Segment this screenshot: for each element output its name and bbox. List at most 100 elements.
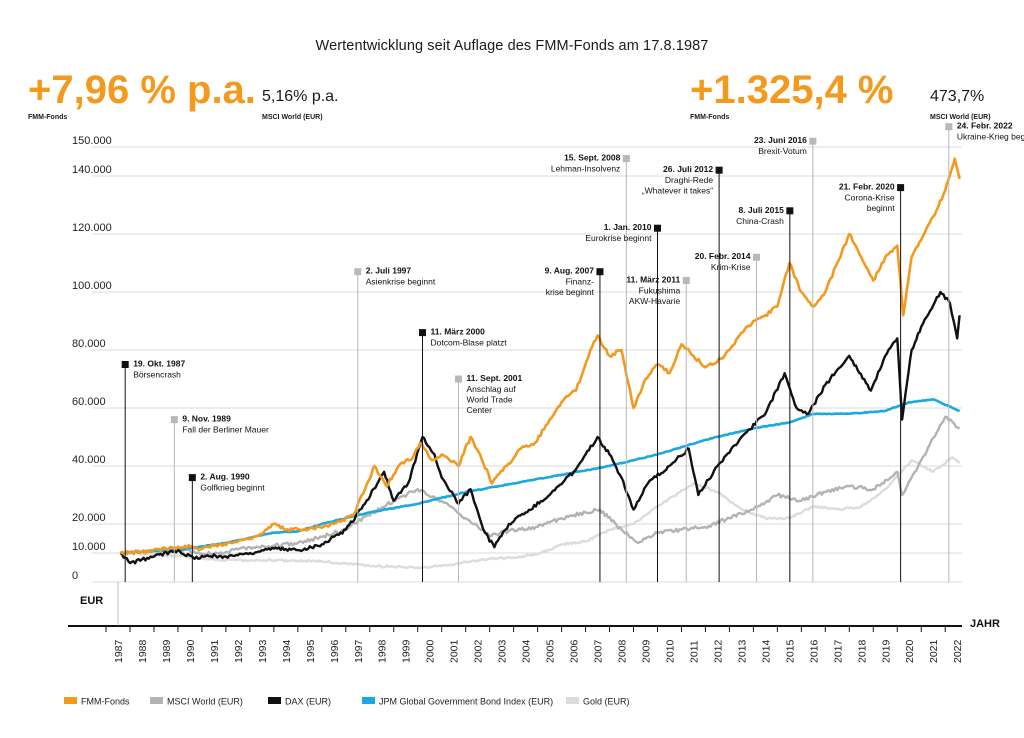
- annotation-date: 15. Sept. 2008: [564, 153, 621, 163]
- x-tick-label: 2014: [760, 639, 772, 663]
- x-tick-label: 2006: [569, 639, 581, 663]
- x-tick-label: 1997: [353, 639, 365, 663]
- x-tick-label: 2013: [736, 639, 748, 663]
- y-tick-label: 120.000: [72, 222, 112, 234]
- annotation-text: Finanz-: [566, 277, 595, 287]
- kpi-msci-total-value: 473,7%: [930, 88, 985, 105]
- annotation-text: Golfkrieg beginnt: [200, 483, 265, 493]
- y-tick-label: 10.000: [72, 541, 106, 553]
- annotation-date: 2. Juli 1997: [366, 266, 412, 276]
- x-tick-label: 2011: [689, 640, 701, 663]
- annotation-date: 8. Juli 2015: [738, 205, 784, 215]
- x-tick-label: 1989: [161, 639, 173, 663]
- series-line-gold: [120, 456, 961, 570]
- annotation-text: Dotcom-Blase platzt: [431, 338, 508, 348]
- annotation-text: Ukraine-Krieg beginnt: [957, 132, 1024, 142]
- grid-lines: [92, 146, 962, 583]
- annotation-marker: [121, 361, 129, 368]
- annotation-date: 1. Jan. 2010: [604, 222, 652, 232]
- kpi-msci-pa: 5,16% p.a. MSCI World (EUR): [262, 88, 339, 122]
- kpi-fund-total: +1.325,4 % FMM-Fonds: [690, 70, 894, 122]
- annotation-date: 21. Febr. 2020: [839, 182, 895, 192]
- x-tick-label: 2020: [904, 639, 916, 663]
- annotation-text: Asienkrise beginnt: [366, 277, 436, 287]
- annotation-marker: [945, 123, 953, 131]
- x-tick-label: 2016: [808, 639, 820, 663]
- annotation-marker: [715, 166, 723, 174]
- annotation-marker: [809, 137, 817, 145]
- kpi-msci-pa-value: 5,16% p.a.: [262, 88, 339, 105]
- annotation-text: Lehman-Insolvenz: [551, 164, 620, 174]
- annotation-marker: [786, 207, 794, 215]
- chart-title: Wertentwicklung seit Auflage des FMM-Fon…: [315, 38, 709, 54]
- annotation-text: AKW-Havarie: [629, 296, 681, 306]
- annotation-date: 9. Aug. 2007: [545, 266, 595, 276]
- kpi-fund-pa-label: FMM-Fonds: [28, 114, 68, 121]
- legend-swatch-jpm: [362, 697, 375, 704]
- legend-swatch-msci: [150, 697, 163, 704]
- y-axis-label: EUR: [80, 595, 103, 607]
- y-tick-label: 150.000: [72, 135, 112, 147]
- x-tick-label: 2007: [593, 639, 605, 663]
- annotation-text: Börsencrash: [133, 370, 181, 380]
- annotation-marker: [897, 184, 905, 192]
- y-tick-label: 60.000: [72, 396, 106, 408]
- x-tick-label: 1994: [281, 639, 293, 663]
- x-tick-label: 1995: [305, 639, 317, 663]
- x-tick-label: 2001: [449, 639, 461, 663]
- annotation-text: Corona-Krise: [845, 193, 895, 203]
- annotation-date: 9. Nov. 1989: [182, 414, 231, 424]
- x-tick-label: 2004: [521, 639, 533, 663]
- x-tick-label: 1998: [377, 639, 389, 663]
- annotation-date: 11. Sept. 2001: [466, 373, 522, 383]
- kpi-msci-total: 473,7% MSCI World (EUR): [930, 88, 991, 122]
- annotation-text: beginnt: [867, 203, 896, 213]
- series-line-dax: [119, 290, 961, 565]
- series-lines: [119, 157, 961, 570]
- annotation-text: Krim-Krise: [711, 262, 751, 272]
- annotation-text: Anschlag auf: [466, 384, 516, 394]
- annotation-date: 26. Juli 2012: [663, 164, 713, 174]
- x-tick-label: 2022: [952, 639, 964, 663]
- annotation-marker: [753, 253, 761, 261]
- annotation-marker: [419, 329, 427, 337]
- legend-label-dax: DAX (EUR): [285, 697, 331, 707]
- y-axis-ticks: 0 10.000 20.000 40.000 60.000 80.000 100.000 12…: [72, 135, 112, 582]
- annotation-date: 11. März 2000: [431, 327, 486, 337]
- legend-label-jpm: JPM Global Government Bond Index (EUR): [379, 697, 553, 707]
- legend-label-gold: Gold (EUR): [583, 697, 630, 707]
- x-tick-label: 1990: [185, 639, 197, 663]
- kpi-fund-pa-value: +7,96 % p.a.: [28, 68, 256, 112]
- annotation-date: 2. Aug. 1990: [200, 472, 250, 482]
- x-tick-label: 2010: [665, 639, 677, 663]
- x-tick-label: 1999: [401, 639, 413, 663]
- kpi-msci-total-label: MSCI World (EUR): [930, 114, 991, 121]
- annotation-text: Fall der Berliner Mauer: [182, 425, 269, 435]
- legend-swatch-fmm: [64, 697, 77, 704]
- x-axis: 1987 1988 1989 1990 1991 1992 1993 1994 1995 1996…: [68, 582, 964, 663]
- annotation-text: Fukushima: [639, 285, 681, 295]
- annotation-text: krise beginnt: [546, 287, 595, 297]
- x-tick-label: 2021: [928, 639, 940, 663]
- x-tick-label: 1993: [257, 639, 269, 663]
- annotation-text: Draghi-Rede: [665, 175, 713, 185]
- annotation-marker: [354, 268, 362, 276]
- x-tick-label: 2008: [617, 639, 629, 663]
- annotation-text: Eurokrise beginnt: [585, 233, 652, 243]
- kpi-fund-pa: +7,96 % p.a. FMM-Fonds: [28, 70, 256, 122]
- x-tick-label: 2019: [880, 639, 892, 663]
- kpi-fund-total-label: FMM-Fonds: [690, 114, 730, 121]
- x-tick-label: 2000: [425, 639, 437, 663]
- annotation-marker: [170, 416, 178, 424]
- annotation-marker: [682, 276, 690, 284]
- legend-swatch-dax: [268, 697, 281, 704]
- x-tick-label: 1992: [233, 639, 245, 663]
- series-line-fmm: [119, 157, 961, 556]
- legend-label-msci: MSCI World (EUR): [167, 697, 243, 707]
- y-tick-label: 140.000: [72, 164, 112, 176]
- annotation-text: World Trade: [466, 395, 512, 405]
- x-tick-label: 1988: [137, 639, 149, 663]
- x-tick-label: 2017: [832, 639, 844, 663]
- x-tick-label: 1996: [329, 639, 341, 663]
